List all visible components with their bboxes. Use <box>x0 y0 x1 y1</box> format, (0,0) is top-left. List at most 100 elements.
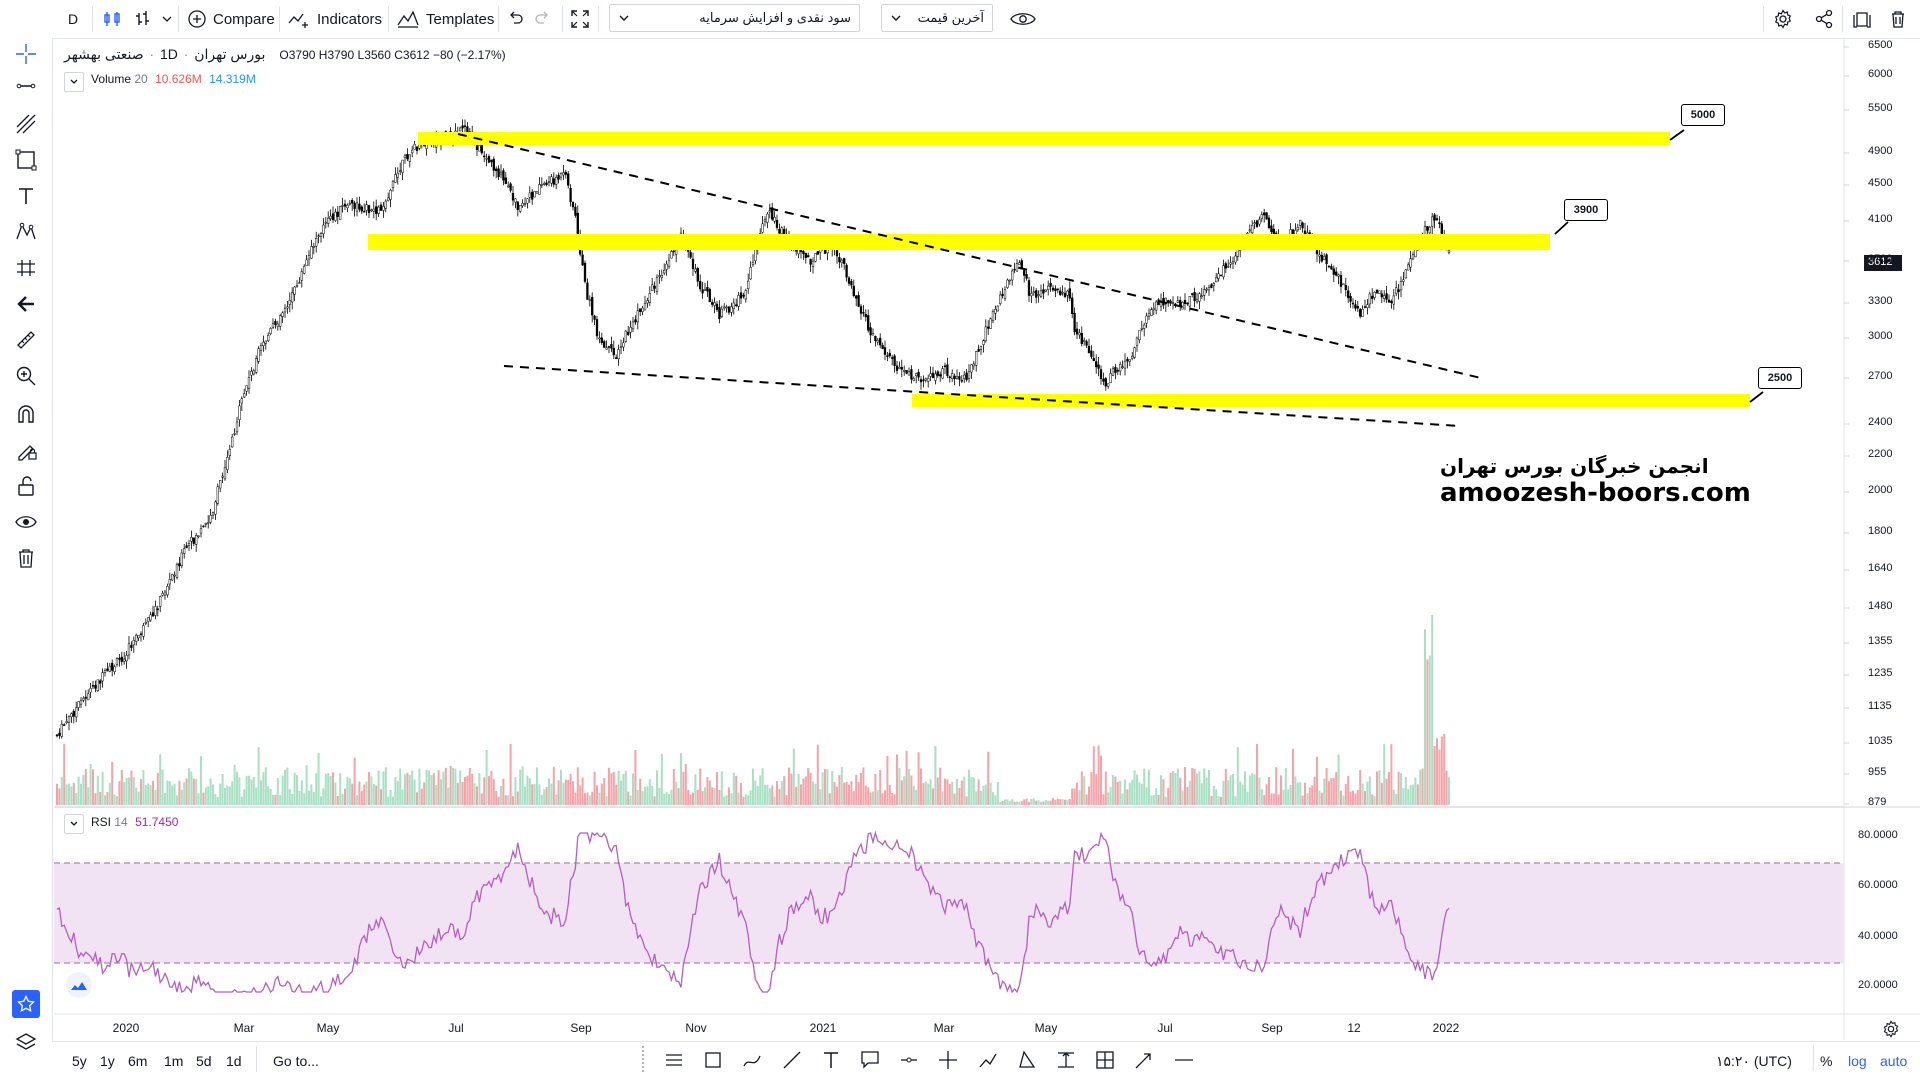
polyline-icon[interactable] <box>970 1042 1006 1078</box>
indicator-select[interactable]: سود نقدی و افزایش سرمایه <box>609 4 860 32</box>
line-icon[interactable] <box>774 1042 810 1078</box>
price-source-select[interactable]: آخرین قیمت <box>881 4 993 32</box>
range-button-5y[interactable]: 5y <box>72 1053 87 1069</box>
snapshot-icon[interactable] <box>1852 0 1872 38</box>
redo-icon[interactable] <box>533 0 551 38</box>
rsi-collapse-button[interactable] <box>64 814 84 834</box>
support-zone-2500[interactable] <box>912 394 1750 407</box>
candle-body <box>113 666 116 672</box>
eye-icon[interactable] <box>1010 0 1036 38</box>
candle-body <box>1066 290 1069 296</box>
volume-bar <box>1112 774 1114 805</box>
layers-icon[interactable] <box>12 1028 40 1056</box>
rsi-legend[interactable]: RSI 14 51.7450 <box>91 815 179 829</box>
trash-icon[interactable] <box>1890 0 1906 38</box>
candle-body <box>274 321 277 325</box>
range-button-5d[interactable]: 5d <box>196 1053 212 1069</box>
symbol-legend[interactable]: صنعتی بهشهر · 1D · بورس تهران O3790 H379… <box>64 46 506 63</box>
prediction-icon[interactable] <box>12 254 40 282</box>
eye-icon[interactable] <box>12 508 40 536</box>
price-range-icon[interactable] <box>1048 1042 1084 1078</box>
pattern-icon[interactable] <box>12 218 40 246</box>
candle-body <box>895 365 899 371</box>
settings-gear-icon[interactable] <box>1773 0 1793 38</box>
data-window-icon[interactable] <box>66 972 92 998</box>
arrow-icon[interactable] <box>1126 1042 1162 1078</box>
volume-bar <box>716 772 718 805</box>
level-callout-3900[interactable]: 3900 <box>1564 199 1608 221</box>
chevron-down-icon[interactable] <box>162 0 172 38</box>
volume-bar <box>1328 781 1330 805</box>
lock-drawing-icon[interactable] <box>12 436 40 464</box>
horizontal-ray-icon[interactable] <box>891 1042 927 1078</box>
crosshair-icon[interactable] <box>12 40 40 68</box>
volume-bar <box>1133 770 1136 805</box>
candle-body <box>1335 271 1338 276</box>
triangle-icon[interactable] <box>1009 1042 1045 1078</box>
date-price-range-icon[interactable] <box>1087 1042 1123 1078</box>
resistance-zone-5000[interactable] <box>418 132 1670 145</box>
callout-icon[interactable] <box>852 1042 888 1078</box>
volume-legend[interactable]: Volume 20 10.626M 14.319M <box>91 72 256 86</box>
candle-body <box>874 335 877 342</box>
path-icon[interactable] <box>734 1042 770 1078</box>
indicators-button[interactable]: Indicators <box>287 0 382 38</box>
scale-settings-gear-icon[interactable] <box>1882 1020 1900 1041</box>
range-button-6m[interactable]: 6m <box>128 1053 148 1069</box>
descending-trendline[interactable] <box>457 133 1486 380</box>
candle-body <box>226 457 229 470</box>
rectangle-icon[interactable] <box>695 1042 731 1078</box>
candle-body <box>917 371 920 378</box>
resistance-zone-3900[interactable] <box>368 234 1550 250</box>
text-icon[interactable] <box>12 182 40 210</box>
candle-body <box>197 535 200 538</box>
candle-body <box>612 347 615 356</box>
candle-body <box>1023 270 1026 276</box>
back-arrow-icon[interactable] <box>12 290 40 318</box>
auto-toggle[interactable]: auto <box>1880 1053 1908 1069</box>
candle-body <box>120 656 123 662</box>
bars-chart-type-icon[interactable] <box>133 0 153 38</box>
cross-line-icon[interactable] <box>930 1042 966 1078</box>
fullscreen-icon[interactable] <box>570 0 590 38</box>
favorites-star-button[interactable] <box>12 990 40 1018</box>
share-icon[interactable] <box>1814 0 1834 38</box>
volume-bar <box>879 769 882 805</box>
rectangle-icon[interactable] <box>12 146 40 174</box>
candle-body <box>286 306 289 309</box>
log-toggle[interactable]: log <box>1848 1053 1867 1069</box>
volume-bar <box>276 778 279 805</box>
horizontal-line-icon[interactable] <box>1166 1042 1202 1078</box>
volume-bar <box>929 779 932 805</box>
undo-icon[interactable] <box>507 0 525 38</box>
candle-body <box>399 170 402 172</box>
drag-handle[interactable] <box>642 1046 650 1072</box>
level-callout-2500[interactable]: 2500 <box>1758 367 1802 389</box>
templates-button[interactable]: Templates <box>396 0 494 38</box>
compare-button[interactable]: Compare <box>187 0 275 38</box>
magnet-icon[interactable] <box>12 400 40 428</box>
zoom-in-icon[interactable] <box>12 362 40 390</box>
candle-body <box>1447 250 1451 253</box>
candles-chart-type-icon[interactable] <box>102 0 122 38</box>
volume-collapse-button[interactable] <box>64 72 84 92</box>
ruler-icon[interactable] <box>12 326 40 354</box>
volume-bar <box>680 753 682 805</box>
horizontal-lines-icon[interactable] <box>656 1042 692 1078</box>
percent-toggle[interactable]: % <box>1820 1053 1833 1069</box>
goto-button[interactable]: Go to... <box>273 1053 319 1069</box>
range-button-1m[interactable]: 1m <box>164 1053 184 1069</box>
text-icon[interactable] <box>813 1042 849 1078</box>
range-button-1y[interactable]: 1y <box>100 1053 115 1069</box>
volume-bar <box>233 764 236 805</box>
unlock-icon[interactable] <box>12 472 40 500</box>
interval-button[interactable]: D <box>68 11 79 27</box>
trend-line-icon[interactable] <box>12 72 40 100</box>
level-callout-5000[interactable]: 5000 <box>1681 104 1725 126</box>
candle-body <box>1402 279 1405 282</box>
trash-icon[interactable] <box>12 544 40 572</box>
candle-body <box>864 313 867 318</box>
fib-icon[interactable] <box>12 110 40 138</box>
range-button-1d[interactable]: 1d <box>226 1053 242 1069</box>
